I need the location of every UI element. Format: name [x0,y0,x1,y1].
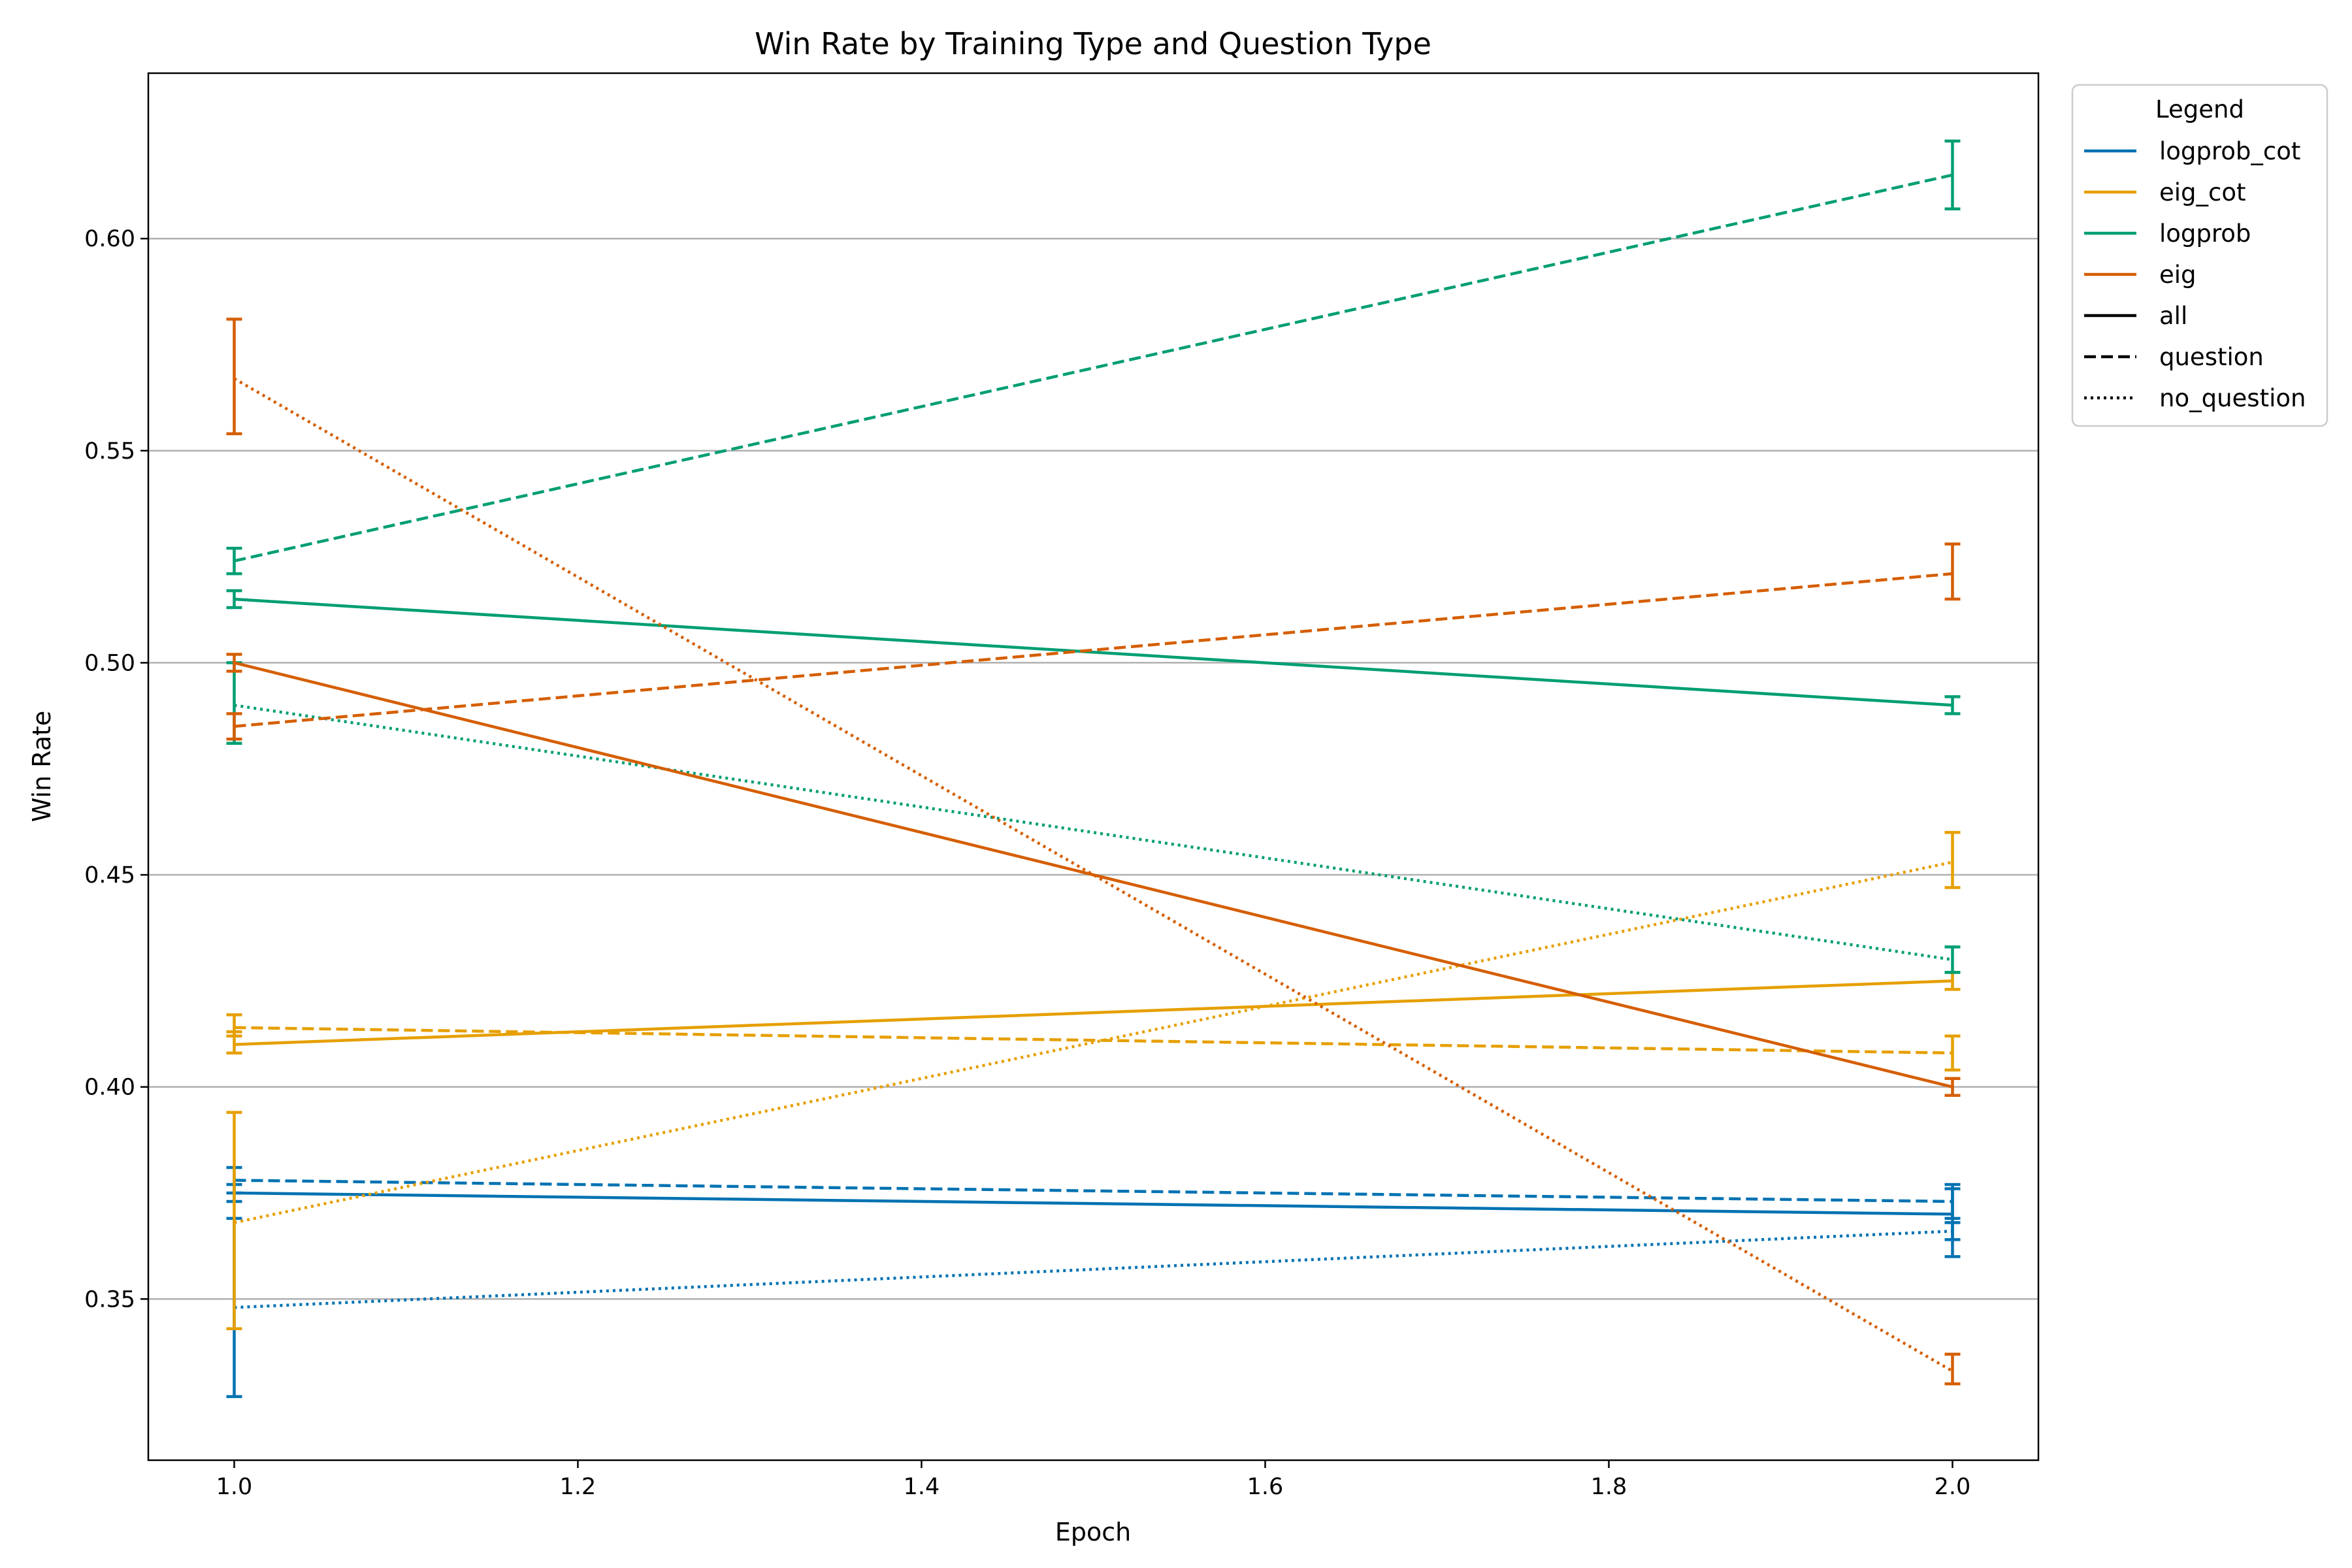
series-logprob-all [226,589,1961,715]
axis-ticks: 0.35 0.40 0.45 0.50 0.55 0.60 1.0 1.2 1.4 1.6 1.8 2… [84,226,1970,1500]
plot-frame [147,72,2040,1462]
legend-label: all [2159,302,2187,330]
x-axis-label: Epoch [1055,1518,1131,1546]
series-line [234,1026,1953,1054]
legend-entry-eig: eig [2084,261,2197,289]
x-tick-label: 1.0 [216,1474,253,1500]
series-logprob-question [226,139,1961,576]
y-tick-label: 0.40 [84,1075,135,1101]
x-tick-label: 1.2 [560,1474,596,1500]
y-tick-label: 0.55 [84,438,135,465]
series-eig_cot-no_question [226,830,1961,1330]
legend-entry-question: question [2084,343,2264,371]
legend-label: logprob_cot [2159,137,2300,165]
legend-title: Legend [2155,95,2244,123]
y-tick-label: 0.45 [84,862,135,889]
legend-entry-no_question: no_question [2084,384,2306,412]
legend-label: eig [2159,261,2197,289]
legend-entry-logprob: logprob [2084,220,2251,248]
x-tick-label: 2.0 [1935,1474,1971,1500]
chart-title: Win Rate by Training Type and Question T… [755,26,1431,61]
y-axis-label: Win Rate [27,711,56,823]
series-eig-question [226,542,1961,741]
y-tick-label: 0.60 [84,226,135,252]
series-line [234,1230,1953,1309]
series-line [234,597,1953,707]
series-line [234,704,1953,962]
series-layer [226,139,1961,1398]
x-tick-label: 1.8 [1591,1474,1627,1500]
legend-entry-logprob_cot: logprob_cot [2084,137,2300,165]
series-eig-no_question [226,318,1961,1386]
series-line [234,173,1953,563]
series-eig_cot-question [226,1013,1961,1071]
series-line [233,661,1953,1088]
legend-entry-eig_cot: eig_cot [2084,178,2246,206]
legend-label: no_question [2159,384,2306,412]
legend-entry-all: all [2084,302,2187,330]
series-line [234,572,1953,728]
x-tick-label: 1.4 [904,1474,940,1500]
series-line [234,860,1953,1224]
legend-label: eig_cot [2159,178,2246,206]
x-tick-label: 1.6 [1247,1474,1284,1500]
series-line [234,979,1953,1046]
legend-box [2071,84,2328,427]
series-eig-all [226,653,1961,1097]
series-line [233,377,1953,1373]
y-tick-label: 0.35 [84,1286,135,1313]
legend-label: question [2159,343,2264,371]
series-line [234,1179,1953,1203]
series-line [234,1191,1953,1216]
y-tick-label: 0.50 [84,650,135,676]
legend-label: logprob [2159,220,2251,248]
